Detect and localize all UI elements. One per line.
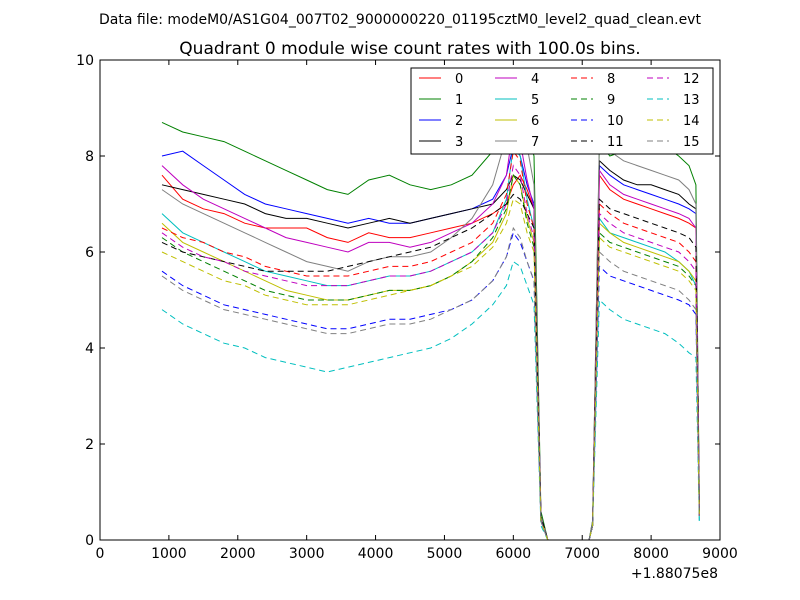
y-tick-label: 10: [76, 53, 94, 69]
legend-label-10: 10: [607, 114, 624, 129]
x-tick-label: 9000: [702, 546, 738, 562]
x-tick-label: 1000: [151, 546, 187, 562]
x-tick-label: 0: [96, 546, 105, 562]
legend-label-5: 5: [531, 93, 539, 108]
figure-suptitle: Data file: modeM0/AS1G04_007T02_90000002…: [99, 12, 701, 28]
y-tick-label: 4: [85, 341, 94, 357]
legend-label-7: 7: [531, 135, 539, 150]
legend-label-3: 3: [455, 135, 463, 150]
y-tick-label: 2: [85, 437, 94, 453]
series-line-9: [161, 173, 700, 541]
legend-label-14: 14: [683, 114, 700, 129]
x-tick-label: 4000: [358, 546, 394, 562]
x-axis: 0 1000 2000 3000 4000 5000 6000 7000 8000 9000: [96, 60, 738, 562]
series-line-13: [161, 260, 700, 541]
plot-frame: [99, 59, 721, 541]
x-offset-label: +1.88075e8: [631, 566, 718, 582]
series-line-0: [161, 173, 700, 541]
y-tick-label: 8: [85, 149, 94, 165]
series-line-6: [161, 173, 700, 541]
x-tick-label: 2000: [220, 546, 256, 562]
x-tick-label: 5000: [427, 546, 463, 562]
legend-label-2: 2: [455, 114, 463, 129]
legend-label-13: 13: [683, 93, 700, 108]
legend-label-4: 4: [531, 72, 539, 87]
series-line-10: [161, 231, 700, 541]
y-tick-label: 0: [85, 533, 94, 549]
series-line-15: [161, 226, 700, 541]
y-tick-label: 6: [85, 245, 94, 261]
chart-title: Quadrant 0 module wise count rates with …: [179, 39, 640, 59]
x-tick-label: 7000: [564, 546, 600, 562]
x-tick-label: 8000: [633, 546, 669, 562]
x-tick-label: 3000: [289, 546, 325, 562]
legend-label-9: 9: [607, 93, 615, 108]
legend-label-1: 1: [455, 93, 463, 108]
legend-label-12: 12: [683, 72, 700, 87]
series-line-2: [161, 145, 700, 541]
series-line-8: [161, 149, 700, 541]
legend-label-6: 6: [531, 114, 539, 129]
x-tick-label: 6000: [496, 546, 532, 562]
series-line-12: [161, 164, 700, 541]
series-line-5: [161, 145, 700, 541]
legend-label-15: 15: [683, 135, 700, 150]
legend-label-0: 0: [455, 72, 463, 87]
series-line-11: [161, 193, 700, 541]
series-line-14: [161, 198, 700, 541]
series-line-3: [161, 159, 700, 541]
legend-label-8: 8: [607, 72, 615, 87]
legend-label-11: 11: [607, 135, 624, 150]
legend-box: [410, 67, 714, 155]
